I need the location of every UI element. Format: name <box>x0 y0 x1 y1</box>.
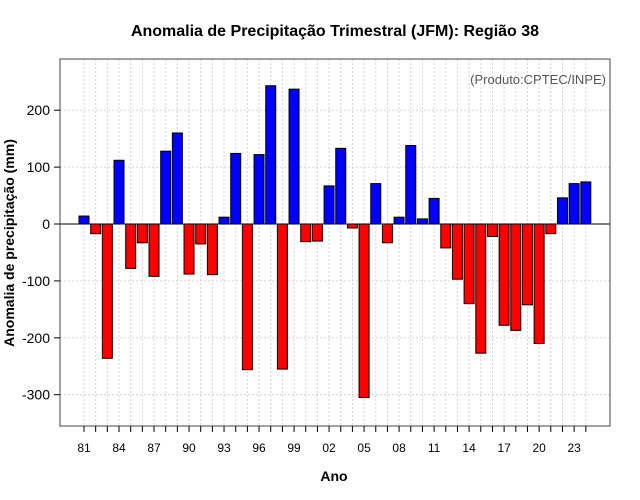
bar-1992 <box>206 223 218 276</box>
bar-1983 <box>101 223 113 359</box>
y-tick-label: 200 <box>27 102 51 118</box>
bar-2024 <box>580 181 592 225</box>
bar-1986 <box>136 223 148 244</box>
x-tick-label: 14 <box>462 441 476 455</box>
bar-1989 <box>171 132 183 225</box>
bar-1998 <box>276 223 288 370</box>
chart-title: Anomalia de Precipitação Trimestral (JFM… <box>131 23 539 40</box>
bar-1982 <box>90 223 102 235</box>
bar-2010 <box>416 218 428 225</box>
bar-2021 <box>545 223 557 235</box>
bar-1995 <box>241 223 253 371</box>
bar-2016 <box>486 223 498 238</box>
plot-frame <box>59 58 611 427</box>
y-tick-label: -200 <box>22 330 50 346</box>
bar-2017 <box>498 223 510 326</box>
x-tick-label: 17 <box>497 441 511 455</box>
x-tick-label: 20 <box>532 441 546 455</box>
x-tick-label: 08 <box>392 441 406 455</box>
y-tick-label: -300 <box>22 387 50 403</box>
y-axis: -300 -200 -100 0 100 200 <box>22 102 60 403</box>
x-tick-label: 05 <box>357 441 371 455</box>
bar-2008 <box>393 216 405 225</box>
bar-2012 <box>440 223 452 249</box>
bar-2003 <box>335 147 347 225</box>
bar-2001 <box>311 223 323 242</box>
bar-1987 <box>148 223 160 277</box>
bar-2023 <box>568 183 580 225</box>
bar-1990 <box>183 223 195 275</box>
bar-1988 <box>160 150 172 225</box>
bar-1991 <box>195 223 207 245</box>
y-tick-label: 0 <box>42 216 50 232</box>
bar-2013 <box>451 223 463 280</box>
x-tick-label: 02 <box>322 441 336 455</box>
bars <box>78 85 592 399</box>
bar-2005 <box>358 223 370 399</box>
x-tick-label: 81 <box>77 441 91 455</box>
grid-lines <box>60 59 610 426</box>
bar-1999 <box>288 88 300 225</box>
bar-2018 <box>510 223 522 331</box>
y-tick-label: 100 <box>27 159 51 175</box>
x-tick-label: 87 <box>147 441 161 455</box>
bar-2006 <box>370 183 382 225</box>
bar-1985 <box>125 223 137 269</box>
bar-2007 <box>381 223 393 244</box>
bar-2011 <box>428 197 440 225</box>
bar-2015 <box>475 223 487 354</box>
x-tick-label: 90 <box>182 441 196 455</box>
y-tick-label: -100 <box>22 273 50 289</box>
bar-2020 <box>533 223 545 344</box>
bar-2009 <box>405 144 417 225</box>
bar-1984 <box>113 159 125 225</box>
x-tick-label: 11 <box>428 441 441 455</box>
x-tick-label: 84 <box>112 441 126 455</box>
bar-2014 <box>463 223 475 305</box>
x-tick-label: 99 <box>287 441 301 455</box>
bar-1996 <box>253 154 265 225</box>
credit-label: (Produto:CPTEC/INPE) <box>470 72 606 87</box>
y-axis-label: Anomalia de precipitação (mm) <box>1 139 17 347</box>
bar-1994 <box>230 152 242 225</box>
bar-2002 <box>323 185 335 225</box>
x-tick-label: 23 <box>567 441 581 455</box>
bar-2004 <box>346 223 358 229</box>
x-axis: 81 84 87 90 93 96 99 02 05 08 11 14 17 20 23 <box>77 426 587 455</box>
bar-1997 <box>265 85 277 225</box>
bar-2019 <box>521 223 533 306</box>
bar-1981 <box>78 215 90 225</box>
bar-2000 <box>300 223 312 243</box>
bar-1993 <box>218 216 230 225</box>
x-tick-label: 96 <box>252 441 266 455</box>
x-axis-label: Ano <box>320 468 347 484</box>
bar-2022 <box>556 197 568 225</box>
x-tick-label: 93 <box>217 441 231 455</box>
